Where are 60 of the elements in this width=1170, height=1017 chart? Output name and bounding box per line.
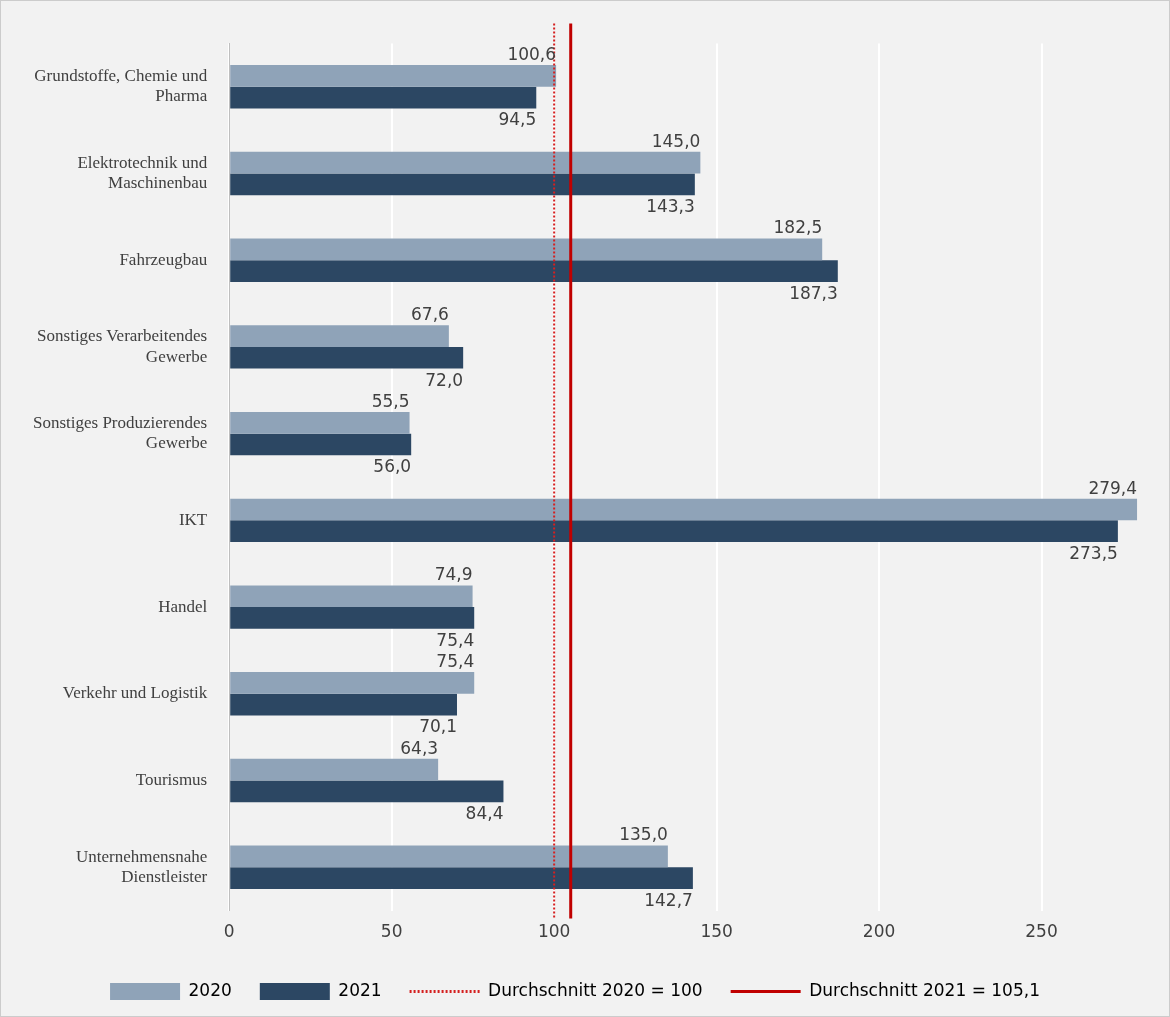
- bar: [230, 151, 701, 174]
- x-tick-label: 200: [862, 921, 896, 942]
- y-tick-label: Handel: [158, 596, 208, 616]
- data-label: 100,6: [507, 44, 557, 64]
- data-label: 142,7: [644, 889, 693, 910]
- bar: [230, 672, 475, 694]
- bar: [230, 780, 504, 803]
- bar: [230, 325, 449, 347]
- bar: [230, 173, 695, 196]
- y-tick-label: Grundstoffe, Chemie und Pharma: [34, 66, 208, 106]
- bar: [230, 433, 412, 456]
- y-tick-label: Tourismus: [135, 769, 208, 789]
- bar: [230, 693, 457, 716]
- legend-label: 2020: [188, 979, 232, 1000]
- bar: [230, 260, 838, 282]
- y-tick-label: Unternehmensnahe Dienstleister: [75, 846, 208, 886]
- y-tick-label: Verkehr und Logistik: [62, 683, 208, 703]
- legend-label: Durchschnitt 2020 = 100: [488, 979, 703, 1000]
- data-label: 182,5: [773, 217, 823, 238]
- bar: [230, 86, 537, 109]
- x-tick-label: 100: [537, 921, 571, 942]
- y-tick-label: IKT: [178, 509, 208, 529]
- bar: [230, 845, 668, 868]
- legend-label: 2021: [338, 979, 382, 1000]
- bar: [230, 520, 1118, 543]
- bar: [230, 585, 473, 608]
- x-tick-label: 50: [380, 921, 403, 942]
- y-tick-label: Fahrzeugbau: [119, 249, 208, 269]
- bar: [230, 498, 1138, 521]
- data-label: 187,3: [789, 282, 838, 303]
- data-label: 56,0: [373, 456, 412, 477]
- data-label: 55,5: [371, 390, 410, 411]
- data-label: 84,4: [465, 803, 504, 824]
- data-label: 70,1: [419, 716, 457, 737]
- data-label: 74,9: [434, 564, 473, 585]
- y-tick-label: Elektrotechnik und Maschinenbau: [77, 152, 208, 193]
- x-tick-label: 250: [1025, 921, 1058, 942]
- y-tick-label: Sonstiges Produzierendes Gewerbe: [32, 412, 208, 453]
- bar: [230, 758, 439, 781]
- data-label: 135,0: [619, 824, 668, 845]
- bar: [230, 867, 693, 889]
- x-tick-label: 0: [223, 921, 235, 942]
- bar: [230, 411, 410, 434]
- data-label: 75,4: [436, 629, 475, 650]
- bar: [230, 346, 464, 369]
- bar: [230, 65, 557, 87]
- x-tick-label: 150: [700, 921, 733, 942]
- data-label: 145,0: [651, 130, 701, 151]
- legend-label: Durchschnitt 2021 = 105,1: [809, 979, 1040, 1000]
- data-label: 94,5: [498, 109, 537, 130]
- data-label: 273,5: [1069, 542, 1118, 563]
- y-tick-label: Sonstiges Verarbeitendes Gewerbe: [37, 326, 208, 366]
- data-label: 279,4: [1088, 477, 1138, 498]
- data-label: 72,0: [425, 369, 464, 390]
- data-label: 143,3: [646, 196, 695, 217]
- data-label: 75,4: [436, 651, 475, 672]
- data-label: 64,3: [400, 737, 439, 758]
- bar: [230, 607, 475, 629]
- data-label: 67,6: [411, 304, 449, 325]
- bar: [230, 238, 823, 261]
